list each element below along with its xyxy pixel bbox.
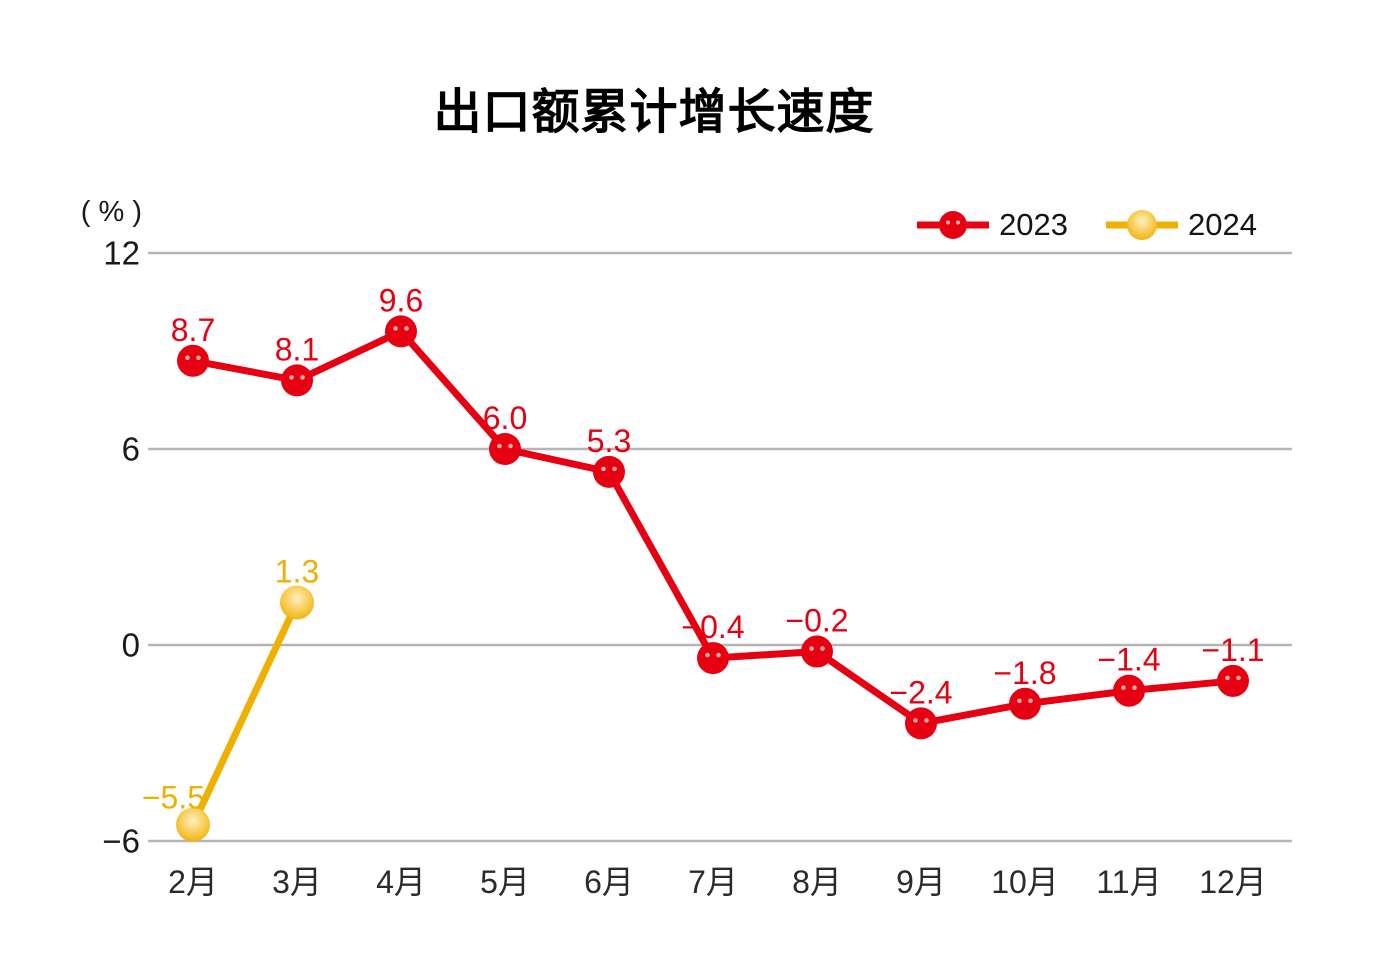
x-tick-label: 3月	[272, 864, 322, 900]
data-point-2023	[489, 433, 521, 465]
x-tick-label: 6月	[584, 864, 634, 900]
x-tick-label: 5月	[480, 864, 530, 900]
data-label-2023: 8.7	[171, 312, 215, 348]
x-tick-label: 8月	[792, 864, 842, 900]
x-tick-label: 9月	[896, 864, 946, 900]
data-label-2023: 5.3	[587, 423, 631, 459]
x-tick-label: 10月	[991, 864, 1059, 900]
chart-title: 出口额累计增长速度	[433, 86, 875, 139]
legend-label: 2024	[1188, 207, 1257, 242]
y-tick-label: 6	[122, 431, 140, 468]
x-tick-label: 4月	[376, 864, 426, 900]
legend-item-2024: 2024	[1106, 206, 1257, 244]
data-point-2023	[1009, 687, 1041, 720]
y-tick-label: 12	[103, 235, 140, 272]
data-point-2023	[1217, 664, 1249, 697]
legend-item-2023: 2023	[917, 206, 1068, 244]
data-label-2023: −1.1	[1201, 632, 1264, 668]
x-tick-label: 7月	[688, 864, 738, 900]
y-tick-label: −6	[102, 823, 140, 860]
data-point-2023	[697, 642, 729, 675]
x-tick-label: 2月	[168, 864, 218, 900]
data-point-2023	[281, 364, 313, 397]
data-point-2023	[385, 315, 417, 348]
data-point-2023	[593, 455, 625, 488]
data-label-2024: −5.5	[142, 780, 205, 816]
data-point-2024	[176, 807, 210, 842]
data-point-2023	[801, 635, 833, 668]
data-label-2023: 9.6	[379, 282, 423, 318]
data-point-2023	[905, 707, 937, 740]
data-label-2023: −1.8	[993, 655, 1056, 691]
data-label-2023: −0.4	[681, 609, 744, 645]
data-label-2023: −1.4	[1097, 642, 1160, 678]
data-point-2023	[177, 344, 209, 377]
x-tick-label: 12月	[1199, 864, 1267, 900]
x-tick-label: 11月	[1096, 864, 1161, 900]
data-point-2024	[280, 585, 314, 620]
data-point-2023	[1113, 674, 1145, 707]
series-line-2024	[189, 599, 301, 829]
data-label-2023: −0.2	[785, 603, 848, 639]
data-label-2024: 1.3	[275, 554, 319, 590]
legend-marker-icon	[1106, 210, 1179, 240]
y-tick-label: 0	[122, 627, 140, 664]
legend: 2023 2024	[917, 206, 1257, 244]
data-label-2023: −2.4	[889, 674, 952, 710]
data-label-2023: 6.0	[483, 400, 527, 436]
legend-marker-icon	[917, 211, 990, 239]
data-label-2023: 8.1	[275, 331, 319, 367]
y-axis-unit-label: ( % )	[81, 196, 142, 228]
legend-label: 2023	[999, 207, 1069, 242]
